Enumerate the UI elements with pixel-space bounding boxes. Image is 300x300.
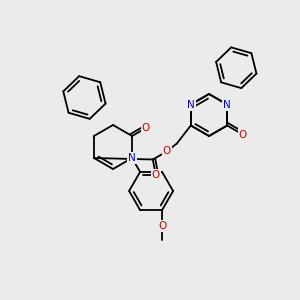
Text: O: O: [238, 130, 247, 140]
Text: N: N: [223, 100, 231, 110]
Text: O: O: [142, 123, 150, 133]
Text: O: O: [163, 146, 171, 157]
Text: N: N: [187, 100, 195, 110]
Text: O: O: [152, 170, 160, 181]
Text: N: N: [128, 153, 136, 163]
Text: O: O: [158, 221, 166, 231]
